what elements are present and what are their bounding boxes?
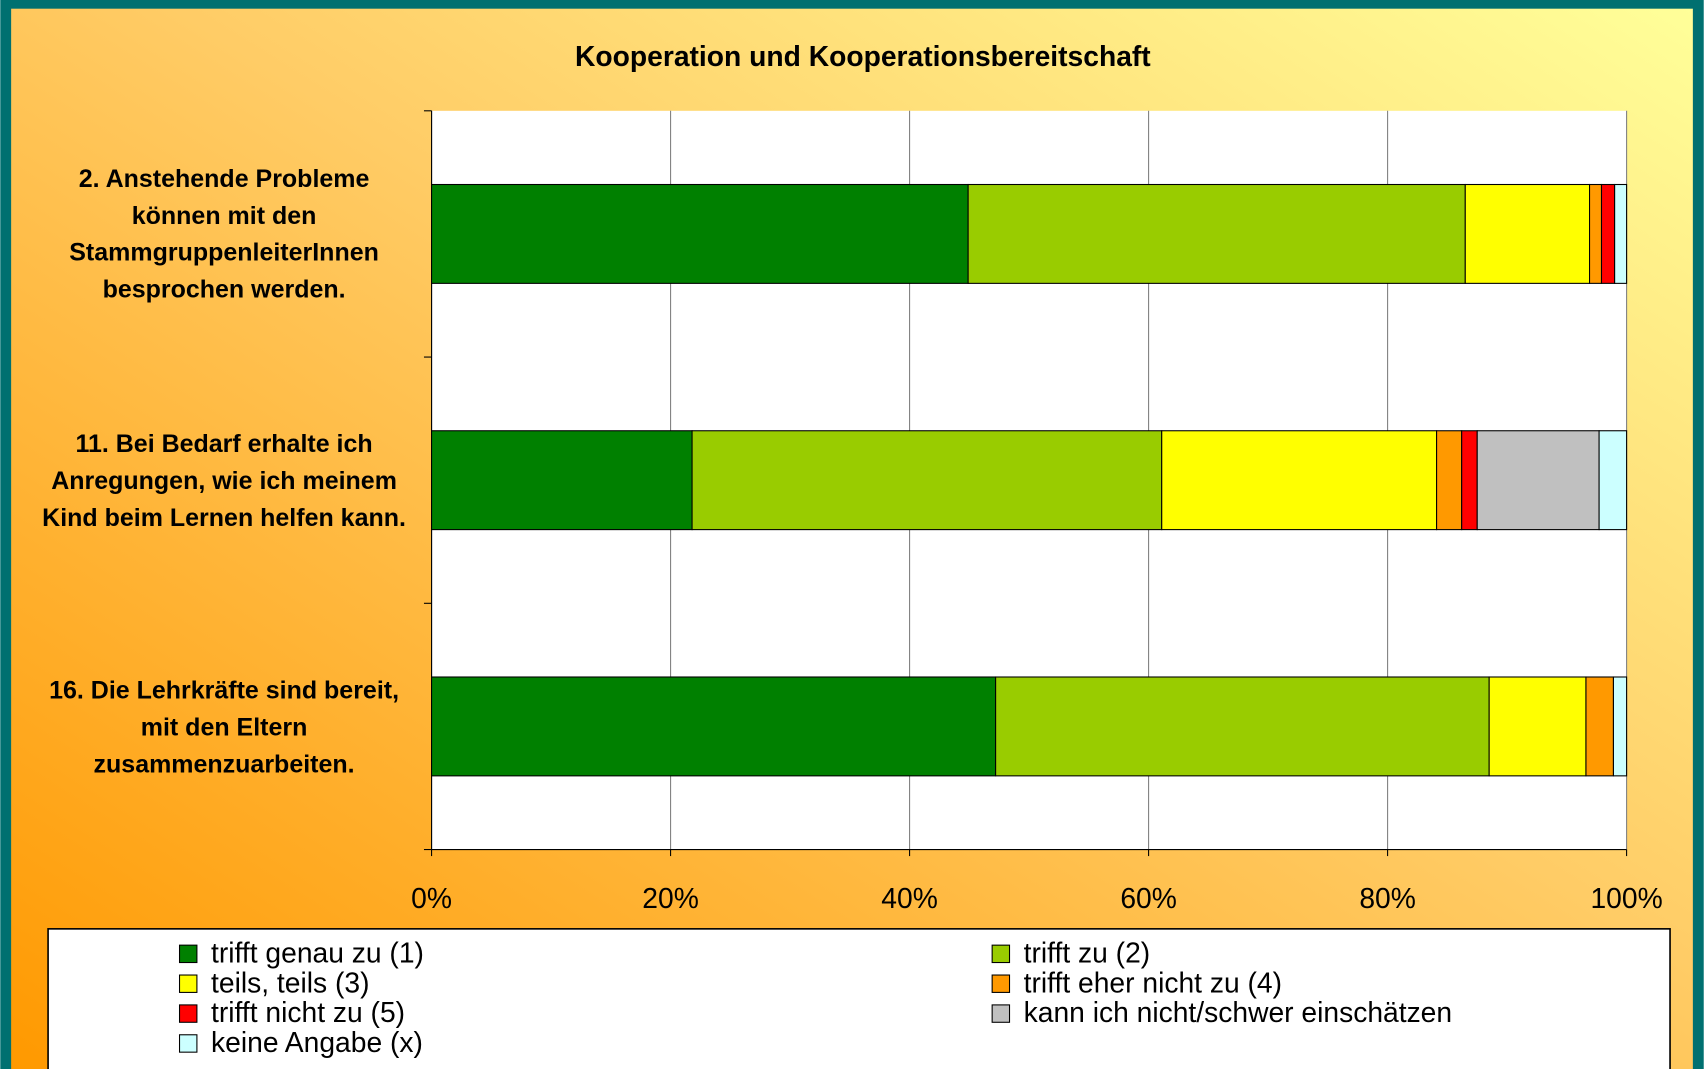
legend-label: teils, teils (3) — [211, 966, 369, 998]
bar-segment — [1436, 430, 1463, 531]
bar-segment — [1589, 183, 1603, 284]
category-label: 2. Anstehende Probleme können mit den St… — [69, 164, 379, 304]
legend-label: trifft genau zu (1) — [211, 936, 424, 968]
bar-segment — [1464, 183, 1591, 284]
legend-swatch — [991, 1004, 1011, 1023]
x-tick-label: 60% — [1120, 882, 1177, 914]
legend-swatch — [991, 974, 1011, 993]
bar-segment — [691, 430, 1163, 531]
legend-label: trifft nicht zu (5) — [211, 996, 405, 1028]
bar-segment — [995, 676, 1490, 777]
bar-segment — [1585, 676, 1614, 777]
legend-label: keine Angabe (x) — [211, 1026, 423, 1058]
x-tick-label: 0% — [411, 882, 452, 914]
category-label-wrap: 11. Bei Bedarf erhalte ich Anregungen, w… — [33, 393, 415, 567]
bar-segment — [431, 183, 969, 284]
category-label: 16. Die Lehrkräfte sind bereit, mit den … — [49, 675, 400, 778]
bar-segment — [1461, 430, 1478, 531]
bar-segment — [1614, 183, 1628, 284]
bar-segment — [1612, 676, 1628, 777]
bar-segment — [1600, 183, 1616, 284]
category-label: 11. Bei Bedarf erhalte ich Anregungen, w… — [42, 429, 406, 532]
bar-segment — [967, 183, 1466, 284]
bar-segment — [1161, 430, 1438, 531]
legend-label: trifft eher nicht zu (4) — [1024, 966, 1282, 998]
chart-title: Kooperation und Kooperationsbereitschaft — [575, 40, 1151, 72]
x-tick-label: 40% — [881, 882, 938, 914]
bar-segment — [1598, 430, 1628, 531]
category-label-box: 11. Bei Bedarf erhalte ich Anregungen, w… — [33, 393, 415, 567]
legend-label: kann ich nicht/schwer einschätzen — [1024, 996, 1452, 1028]
legend — [47, 928, 1671, 1069]
bar-segment — [1488, 676, 1587, 777]
legend-swatch — [178, 944, 198, 964]
legend-swatch — [178, 1034, 198, 1053]
category-label-box: 2. Anstehende Probleme können mit den St… — [33, 147, 415, 321]
bar-segment — [431, 430, 693, 531]
legend-label: trifft zu (2) — [1024, 936, 1151, 968]
category-label-box: 16. Die Lehrkräfte sind bereit, mit den … — [33, 640, 415, 814]
bar-segment — [1476, 430, 1600, 531]
x-tick-label: 20% — [642, 882, 699, 914]
bar-segment — [431, 676, 997, 777]
category-label-wrap: 16. Die Lehrkräfte sind bereit, mit den … — [33, 640, 415, 814]
x-tick-label: 80% — [1359, 882, 1416, 914]
legend-swatch — [178, 974, 198, 993]
category-label-wrap: 2. Anstehende Probleme können mit den St… — [33, 147, 415, 321]
x-tick-label: 100% — [1590, 882, 1662, 914]
legend-swatch — [178, 1004, 198, 1023]
legend-swatch — [991, 944, 1011, 964]
